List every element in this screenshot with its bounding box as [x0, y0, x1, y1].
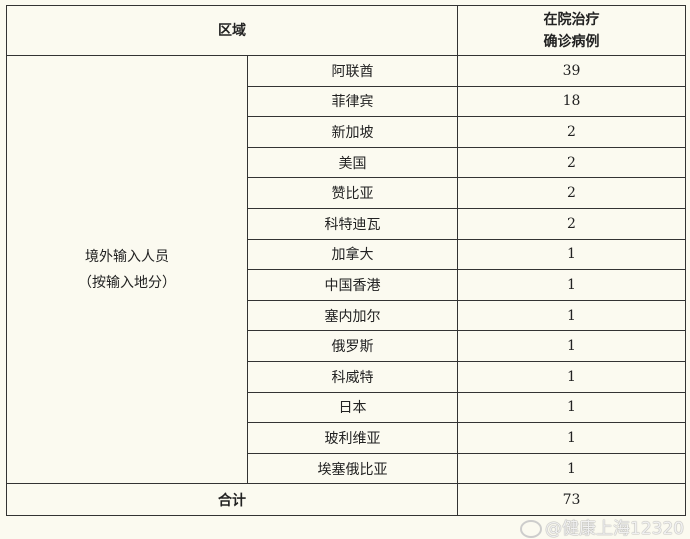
place-cell: 日本: [247, 391, 458, 424]
table-row: 美国 2: [7, 146, 686, 179]
count-cell: 1: [457, 452, 686, 485]
watermark: @健康上海12320: [520, 514, 684, 539]
weibo-icon: [520, 520, 542, 538]
table-row: 境外输入人员 （按输入地分） 阿联酋 39: [6, 54, 686, 485]
count-cell: 1: [457, 299, 686, 332]
place-cell: 阿联酋: [247, 55, 458, 87]
table-row: 埃塞俄比亚 1: [7, 452, 686, 485]
table-row: 赞比亚 2: [7, 177, 686, 209]
count-cell: 1: [457, 360, 686, 393]
group-label: 境外输入人员 （按输入地分）: [6, 54, 248, 485]
place-cell: 玻利维亚: [247, 422, 458, 454]
count-cell: 2: [457, 207, 686, 240]
table-row: 新加坡 2: [7, 116, 686, 148]
place-cell: 塞内加尔: [247, 299, 458, 332]
place-cell: 科威特: [247, 360, 458, 393]
table-row: 加拿大 1: [7, 238, 686, 271]
place-cell: 埃塞俄比亚: [247, 452, 458, 485]
total-label: 合计: [6, 483, 458, 517]
count-cell: 1: [457, 238, 686, 271]
table-row: 菲律宾 18: [7, 85, 686, 118]
total-count: 73: [457, 483, 686, 517]
count-cell: 1: [457, 330, 686, 362]
place-cell: 菲律宾: [247, 85, 458, 118]
place-cell: 中国香港: [247, 269, 458, 301]
place-cell: 加拿大: [247, 238, 458, 271]
count-cell: 39: [457, 55, 686, 87]
place-cell: 美国: [247, 146, 458, 179]
place-cell: 俄罗斯: [247, 330, 458, 362]
header-count: 在院治疗 确诊病例: [457, 5, 686, 56]
count-cell: 2: [457, 177, 686, 209]
table-row: 科特迪瓦 2: [7, 207, 686, 240]
count-cell: 1: [457, 422, 686, 454]
count-cell: 18: [457, 85, 686, 118]
header-region: 区域: [6, 5, 458, 56]
count-cell: 1: [457, 391, 686, 424]
cases-table: 区域 在院治疗 确诊病例 境外输入人员 （按输入地分） 阿联酋 39 菲律宾 18 新加坡 2 美…: [6, 5, 686, 517]
count-cell: 1: [457, 269, 686, 301]
count-cell: 2: [457, 146, 686, 179]
place-cell: 科特迪瓦: [247, 207, 458, 240]
total-row: 合计 73: [6, 483, 686, 517]
count-cell: 2: [457, 116, 686, 148]
place-cell: 赞比亚: [247, 177, 458, 209]
place-cell: 新加坡: [247, 116, 458, 148]
header-row: 区域 在院治疗 确诊病例: [6, 5, 686, 56]
table-row: 中国香港 1: [7, 269, 686, 301]
